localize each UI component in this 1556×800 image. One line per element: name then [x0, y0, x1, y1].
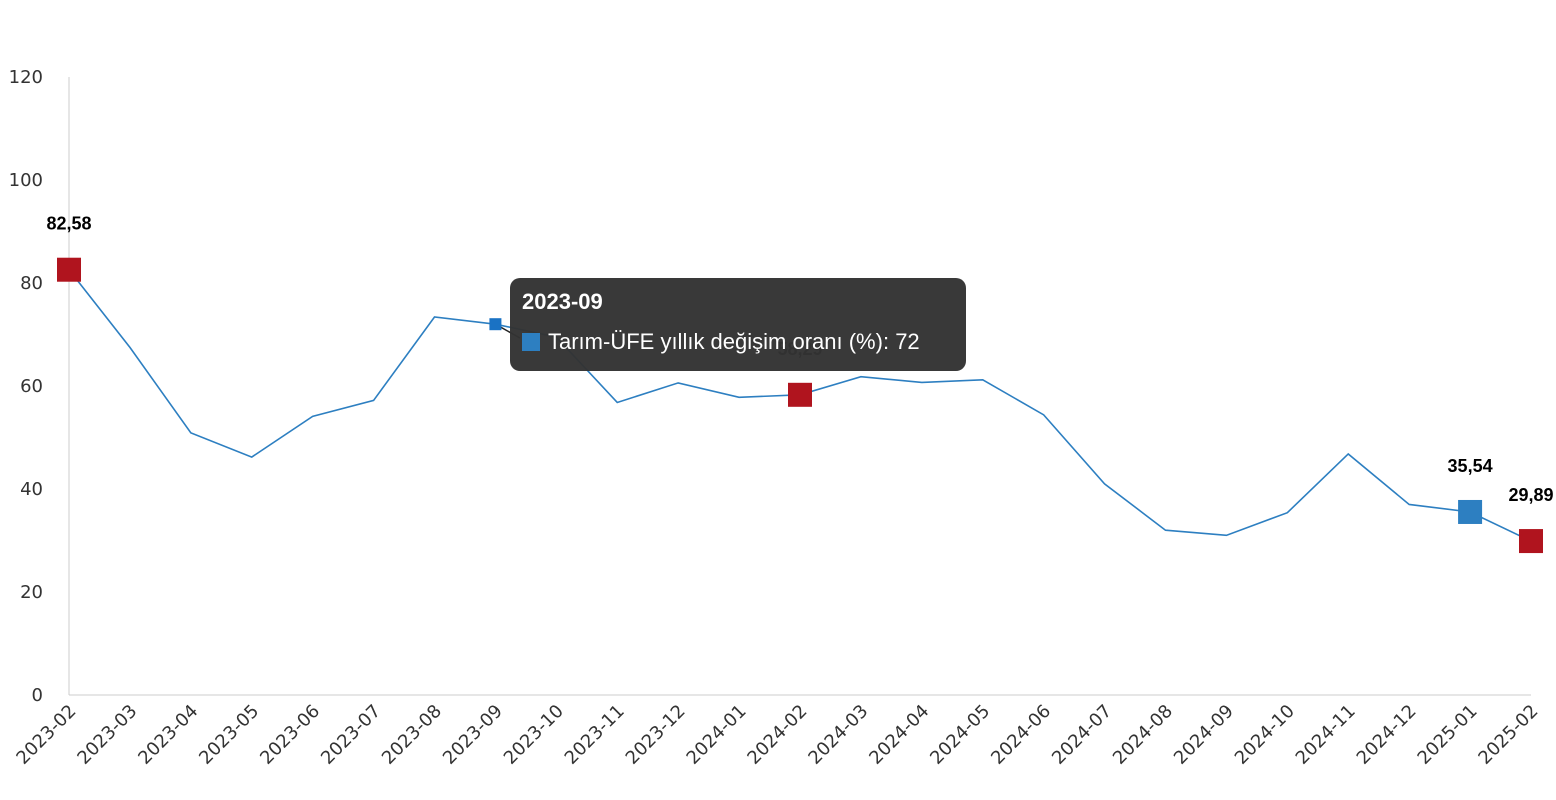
y-tick-label: 0 — [32, 685, 43, 706]
x-tick-label: 2023-07 — [317, 701, 385, 769]
y-tick-label: 40 — [20, 479, 43, 500]
x-tick-label: 2025-02 — [1474, 701, 1542, 769]
x-tick-label: 2024-11 — [1292, 701, 1360, 769]
y-tick-label: 120 — [9, 67, 43, 88]
x-tick-label: 2023-05 — [195, 701, 263, 769]
x-tick-label: 2024-03 — [804, 701, 872, 769]
tooltip-value: 72 — [895, 329, 920, 354]
series-swatch-icon — [522, 333, 540, 351]
chart-tooltip: 2023-09 Tarım-ÜFE yıllık değişim oranı (… — [510, 278, 966, 371]
x-tick-label: 2024-02 — [743, 701, 811, 769]
x-tick-label: 2024-12 — [1353, 701, 1421, 769]
x-tick-label: 2024-05 — [926, 701, 994, 769]
highlight-marker[interactable] — [788, 382, 812, 407]
active-point-marker[interactable] — [489, 318, 502, 331]
x-tick-label: 2024-08 — [1109, 701, 1177, 769]
tooltip-series-label: Tarım-ÜFE yıllık değişim oranı (%) — [548, 329, 883, 354]
x-tick-label: 2024-10 — [1231, 701, 1299, 769]
highlight-markers — [57, 257, 1543, 554]
y-axis-ticks: 0 20 40 60 80 100 120 — [9, 67, 43, 706]
y-tick-label: 100 — [9, 170, 43, 191]
x-tick-label: 2024-07 — [1048, 701, 1116, 769]
data-label: 35,54 — [1448, 456, 1493, 476]
x-tick-label: 2024-06 — [987, 701, 1055, 769]
x-axis-ticks: 2023-022023-032023-042023-052023-062023-… — [12, 701, 1542, 769]
tooltip-row: Tarım-ÜFE yıllık değişim oranı (%): 72 — [522, 328, 954, 356]
y-tick-label: 80 — [20, 273, 43, 294]
tooltip-separator: : — [882, 329, 896, 354]
x-tick-label: 2025-01 — [1414, 701, 1482, 769]
x-tick-label: 2024-09 — [1170, 701, 1238, 769]
x-tick-label: 2023-04 — [134, 701, 202, 769]
y-tick-label: 20 — [20, 582, 43, 603]
highlight-marker[interactable] — [1519, 529, 1543, 554]
x-tick-label: 2023-02 — [12, 701, 80, 769]
y-tick-label: 60 — [20, 376, 43, 397]
x-tick-label: 2024-04 — [865, 701, 933, 769]
tooltip-title: 2023-09 — [522, 289, 603, 314]
x-tick-label: 2023-10 — [500, 701, 568, 769]
x-tick-label: 2023-08 — [378, 701, 446, 769]
x-tick-label: 2023-06 — [256, 701, 324, 769]
data-label: 82,58 — [46, 214, 91, 234]
x-tick-label: 2023-12 — [622, 701, 690, 769]
data-label: 29,89 — [1508, 485, 1553, 505]
x-tick-label: 2024-01 — [683, 701, 751, 769]
x-tick-label: 2023-09 — [439, 701, 507, 769]
x-tick-label: 2023-11 — [561, 701, 629, 769]
highlight-marker[interactable] — [57, 257, 81, 282]
highlight-marker[interactable] — [1458, 499, 1483, 524]
x-tick-label: 2023-03 — [73, 701, 141, 769]
